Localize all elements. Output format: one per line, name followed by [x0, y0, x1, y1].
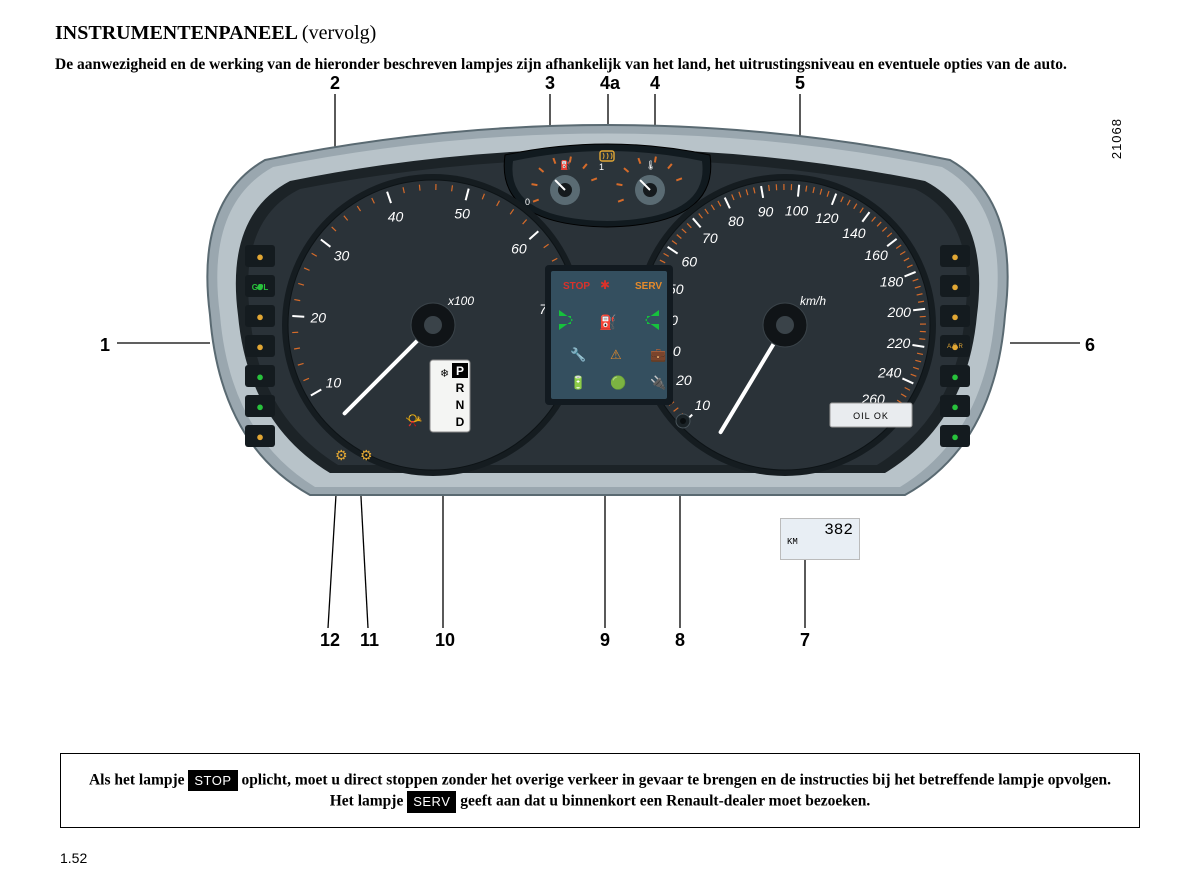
- svg-text:0: 0: [525, 197, 530, 207]
- notice-text-2b: geeft aan dat u binnenkort een Renault-d…: [460, 793, 870, 810]
- svg-text:●: ●: [256, 339, 264, 354]
- svg-text:📯: 📯: [405, 414, 423, 429]
- svg-text:●: ●: [256, 429, 264, 444]
- serv-badge: SERV: [407, 791, 456, 813]
- svg-text:💼: 💼: [650, 347, 666, 362]
- svg-text:160: 160: [864, 247, 888, 263]
- image-ref-number: 21068: [1109, 118, 1124, 159]
- dashboard-image: 01⛽🌡10203040506070x100102030405060708090…: [205, 115, 1010, 515]
- svg-text:20: 20: [675, 372, 692, 388]
- title-continuation: (vervolg): [302, 22, 376, 44]
- svg-text:⛽: ⛽: [599, 314, 616, 331]
- svg-text:200: 200: [887, 304, 912, 320]
- notice-text-2a: Het lampje: [330, 793, 404, 810]
- callout-2: 2: [330, 73, 340, 94]
- svg-text:70: 70: [702, 230, 718, 246]
- svg-text:●: ●: [256, 399, 264, 414]
- svg-text:R: R: [456, 381, 465, 395]
- svg-text:🌡: 🌡: [645, 160, 656, 170]
- svg-text:●: ●: [256, 309, 264, 324]
- svg-text:50: 50: [454, 206, 470, 222]
- callout-3: 3: [545, 73, 555, 94]
- odometer-value: 382: [824, 521, 853, 539]
- callout-1: 1: [100, 335, 110, 356]
- svg-text:220: 220: [886, 335, 911, 351]
- svg-text:1: 1: [599, 162, 604, 172]
- trip-odometer: 382 KM: [780, 518, 860, 560]
- callout-11: 11: [360, 630, 379, 651]
- title-text: INSTRUMENTENPANEEL: [55, 22, 297, 44]
- svg-text:✱: ✱: [600, 278, 610, 292]
- svg-text:10: 10: [694, 397, 710, 413]
- warning-notice-box: Als het lampje STOP oplicht, moet u dire…: [60, 753, 1140, 828]
- svg-text:10: 10: [326, 375, 342, 391]
- callout-9: 9: [600, 630, 610, 651]
- svg-text:●: ●: [951, 429, 959, 444]
- page-title: INSTRUMENTENPANEEL (vervolg): [55, 22, 1145, 45]
- svg-text:🔌: 🔌: [650, 375, 666, 390]
- svg-text:240: 240: [877, 365, 902, 381]
- svg-text:120: 120: [815, 210, 839, 226]
- svg-text:D: D: [456, 415, 465, 429]
- svg-text:STOP: STOP: [563, 281, 590, 292]
- svg-text:GPL: GPL: [252, 283, 269, 292]
- svg-text:60: 60: [681, 254, 697, 270]
- callout-4: 4: [650, 73, 660, 94]
- notice-text-1b: oplicht, moet u direct stoppen zonder he…: [241, 771, 1111, 788]
- svg-text:20: 20: [309, 310, 326, 326]
- svg-text:x100: x100: [447, 294, 474, 308]
- svg-text:⚙: ⚙: [335, 449, 348, 464]
- svg-text:100: 100: [785, 203, 809, 219]
- callout-10: 10: [435, 630, 455, 651]
- svg-text:●: ●: [951, 249, 959, 264]
- svg-text:60: 60: [511, 241, 527, 257]
- svg-text:●: ●: [256, 249, 264, 264]
- svg-text:P: P: [456, 364, 464, 378]
- svg-text:80: 80: [728, 213, 744, 229]
- svg-text:●: ●: [951, 369, 959, 384]
- callout-12: 12: [320, 630, 340, 651]
- svg-text:⛽: ⛽: [560, 159, 571, 170]
- svg-text:●: ●: [951, 399, 959, 414]
- callout-7: 7: [800, 630, 810, 651]
- svg-text:⚠: ⚠: [610, 347, 622, 362]
- svg-text:🔋: 🔋: [570, 375, 586, 390]
- svg-text:km/h: km/h: [800, 294, 826, 308]
- svg-text:●: ●: [256, 369, 264, 384]
- stop-badge: STOP: [188, 770, 237, 792]
- svg-text:N: N: [456, 398, 465, 412]
- svg-text:🔧: 🔧: [570, 346, 586, 362]
- svg-text:🟢: 🟢: [610, 375, 626, 390]
- svg-text:❄: ❄: [440, 368, 449, 380]
- svg-text:SERV: SERV: [635, 281, 662, 292]
- svg-text:90: 90: [758, 204, 774, 220]
- callout-5: 5: [795, 73, 805, 94]
- svg-text:⚙: ⚙: [360, 449, 373, 464]
- svg-text:OIL OK: OIL OK: [853, 411, 889, 421]
- page-number: 1.52: [60, 850, 87, 866]
- svg-text:●: ●: [951, 309, 959, 324]
- svg-text:140: 140: [842, 225, 866, 241]
- svg-text:180: 180: [880, 274, 904, 290]
- svg-text:30: 30: [334, 248, 350, 264]
- figure-area: 2 3 4a 4 5 1 6 12 11 10 9 8 7 21068 01⛽🌡…: [55, 80, 1145, 670]
- callout-4a: 4a: [600, 73, 620, 94]
- intro-paragraph: De aanwezigheid en de werking van de hie…: [55, 55, 1145, 74]
- svg-text:●: ●: [951, 279, 959, 294]
- callout-6: 6: [1085, 335, 1095, 356]
- callout-8: 8: [675, 630, 685, 651]
- svg-text:40: 40: [388, 209, 404, 225]
- notice-text-1a: Als het lampje: [89, 771, 185, 788]
- svg-text:A.S.R: A.S.R: [947, 344, 963, 350]
